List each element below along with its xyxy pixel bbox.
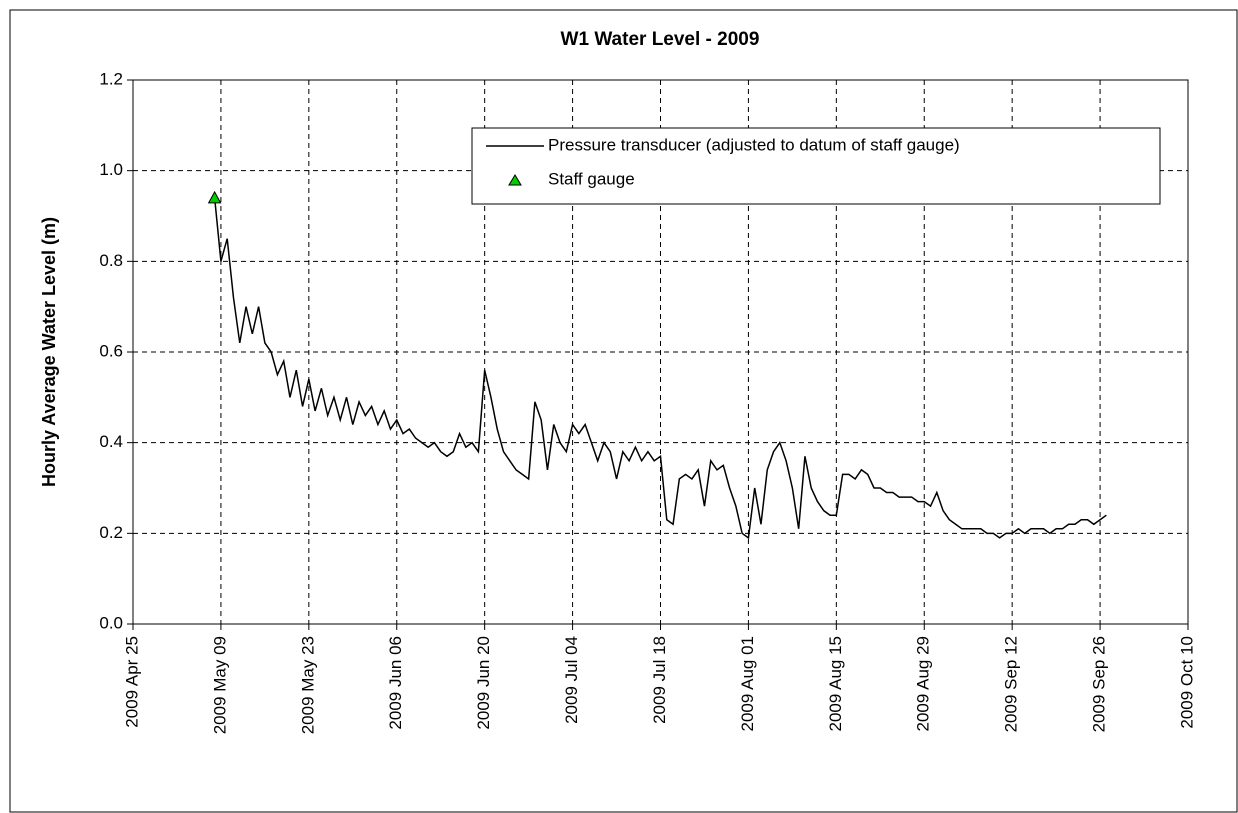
- x-tick-label: 2009 Jul 04: [562, 636, 581, 724]
- x-tick-label: 2009 Oct 10: [1177, 636, 1196, 729]
- x-tick-label: 2009 Aug 15: [826, 636, 845, 731]
- x-tick-label: 2009 Jun 06: [386, 636, 405, 730]
- y-tick-label: 1.0: [99, 160, 123, 179]
- y-tick-label: 1.2: [99, 69, 123, 88]
- plot-border: [132, 79, 1189, 625]
- x-tick-label: 2009 Sep 26: [1090, 636, 1109, 732]
- y-tick-label: 0.4: [99, 432, 123, 451]
- legend-label: Staff gauge: [548, 169, 635, 188]
- x-tick-label: 2009 Aug 01: [738, 636, 757, 731]
- y-tick-label: 0.0: [99, 613, 123, 632]
- data-line: [213, 197, 1107, 540]
- x-tick-label: 2009 Jul 18: [650, 636, 669, 724]
- x-tick-label: 2009 May 23: [298, 636, 317, 734]
- x-tick-label: 2009 Apr 25: [122, 636, 141, 728]
- chart-title: W1 Water Level - 2009: [561, 29, 760, 50]
- x-tick-label: 2009 Aug 29: [914, 636, 933, 731]
- data-point: [207, 190, 222, 204]
- y-tick-label: 0.2: [99, 523, 123, 542]
- y-tick-label: 0.6: [99, 341, 123, 360]
- legend-label: Pressure transducer (adjusted to datum o…: [548, 135, 960, 154]
- legend-swatch: [508, 174, 522, 186]
- x-tick-label: 2009 Sep 12: [1002, 636, 1021, 732]
- x-tick-label: 2009 Jun 20: [474, 636, 493, 730]
- legend-box: [471, 127, 1161, 205]
- x-tick-label: 2009 May 09: [210, 636, 229, 734]
- y-axis-label: Hourly Average Water Level (m): [39, 217, 59, 487]
- y-tick-label: 0.8: [99, 251, 123, 270]
